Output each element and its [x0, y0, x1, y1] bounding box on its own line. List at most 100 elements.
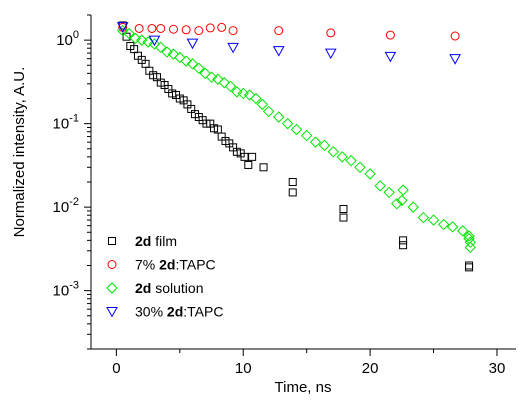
x-tick-label: 30: [489, 360, 506, 377]
series-0: [118, 21, 474, 272]
series-3: [116, 22, 461, 65]
data-point: [186, 58, 199, 70]
legend-label: 7% 2d:TAPC: [135, 257, 216, 273]
data-point: [327, 146, 340, 158]
x-tick-label: 10: [235, 360, 252, 377]
data-point: [345, 154, 357, 167]
data-point: [290, 123, 303, 136]
data-point: [193, 62, 205, 75]
data-point: [464, 236, 477, 248]
data-point: [161, 46, 173, 58]
data-point: [457, 225, 469, 237]
data-point: [180, 55, 192, 67]
x-tick-label: 20: [362, 360, 379, 377]
data-markers: [116, 21, 477, 272]
data-point: [174, 51, 186, 64]
data-point: [464, 241, 477, 254]
data-point: [227, 42, 239, 54]
data-point: [218, 76, 230, 89]
data-point: [281, 117, 294, 130]
data-point: [148, 35, 161, 47]
data-point: [326, 28, 336, 38]
data-point: [181, 25, 191, 35]
data-point: [228, 26, 238, 36]
data-point: [300, 129, 313, 142]
data-point: [116, 22, 129, 33]
data-point: [364, 168, 376, 180]
data-point: [155, 41, 167, 54]
data-point: [148, 38, 161, 50]
data-point: [339, 204, 348, 213]
data-point: [248, 152, 257, 161]
legend-marker: [106, 282, 118, 294]
data-point: [339, 213, 348, 222]
data-point: [407, 201, 419, 213]
data-point: [168, 24, 178, 34]
data-point: [463, 230, 475, 242]
y-tick-label: 10-2: [53, 196, 79, 216]
data-point: [417, 211, 430, 224]
data-point: [396, 194, 408, 207]
y-tick-label: 100: [56, 29, 79, 49]
data-point: [167, 48, 180, 60]
data-point: [205, 23, 215, 33]
data-point: [129, 32, 142, 45]
data-point: [134, 23, 144, 33]
data-point: [256, 98, 268, 111]
data-point: [250, 92, 262, 105]
series-1: [118, 22, 460, 41]
legend-marker: [107, 260, 117, 269]
data-point: [437, 218, 450, 231]
data-point: [259, 163, 268, 172]
data-point: [262, 105, 275, 118]
data-point: [122, 32, 131, 41]
data-point: [397, 184, 409, 196]
data-point: [123, 27, 135, 40]
x-tick-label: 0: [112, 360, 120, 377]
series-2: [117, 24, 477, 254]
data-point: [446, 221, 459, 233]
data-point: [391, 197, 403, 210]
data-point: [374, 180, 386, 192]
data-point: [450, 31, 460, 41]
data-point: [205, 71, 218, 83]
data-point: [318, 139, 331, 152]
data-point: [354, 161, 366, 174]
data-point: [186, 38, 199, 50]
data-point: [385, 30, 395, 40]
data-point: [288, 188, 297, 197]
data-point: [288, 178, 297, 186]
data-point: [147, 23, 157, 33]
data-point: [465, 261, 474, 270]
data-point: [156, 23, 166, 33]
y-tick-label: 10-3: [53, 280, 79, 300]
x-axis-label: Time, ns: [275, 379, 332, 396]
legend-marker: [108, 237, 116, 245]
data-point: [240, 152, 249, 161]
data-point: [399, 241, 408, 250]
data-point: [449, 54, 461, 65]
y-axis-label: Normalized intensity, A.U.: [11, 67, 28, 238]
legend-marker: [106, 307, 118, 318]
data-point: [309, 136, 322, 148]
data-point: [212, 73, 224, 85]
data-point: [383, 186, 395, 199]
y-tick-label: 10-1: [53, 113, 79, 133]
data-point: [272, 46, 285, 57]
data-point: [244, 160, 253, 169]
data-point: [399, 236, 408, 245]
data-point: [237, 87, 249, 100]
data-point: [199, 67, 211, 80]
axes: 0 10 20 30 10-3 10-2 10-1 100: [53, 14, 516, 377]
legend-label: 2d solution: [135, 280, 204, 296]
data-point: [224, 80, 237, 93]
legend-label: 30% 2d:TAPC: [135, 304, 223, 320]
data-point: [273, 111, 285, 123]
legend: 2d film 7% 2d:TAPC 2d solution 30% 2d:TAPC: [106, 233, 223, 320]
data-point: [384, 51, 397, 63]
data-point: [217, 22, 227, 32]
legend-label: 2d film: [135, 233, 177, 249]
data-point: [243, 89, 256, 101]
data-point: [324, 48, 337, 60]
